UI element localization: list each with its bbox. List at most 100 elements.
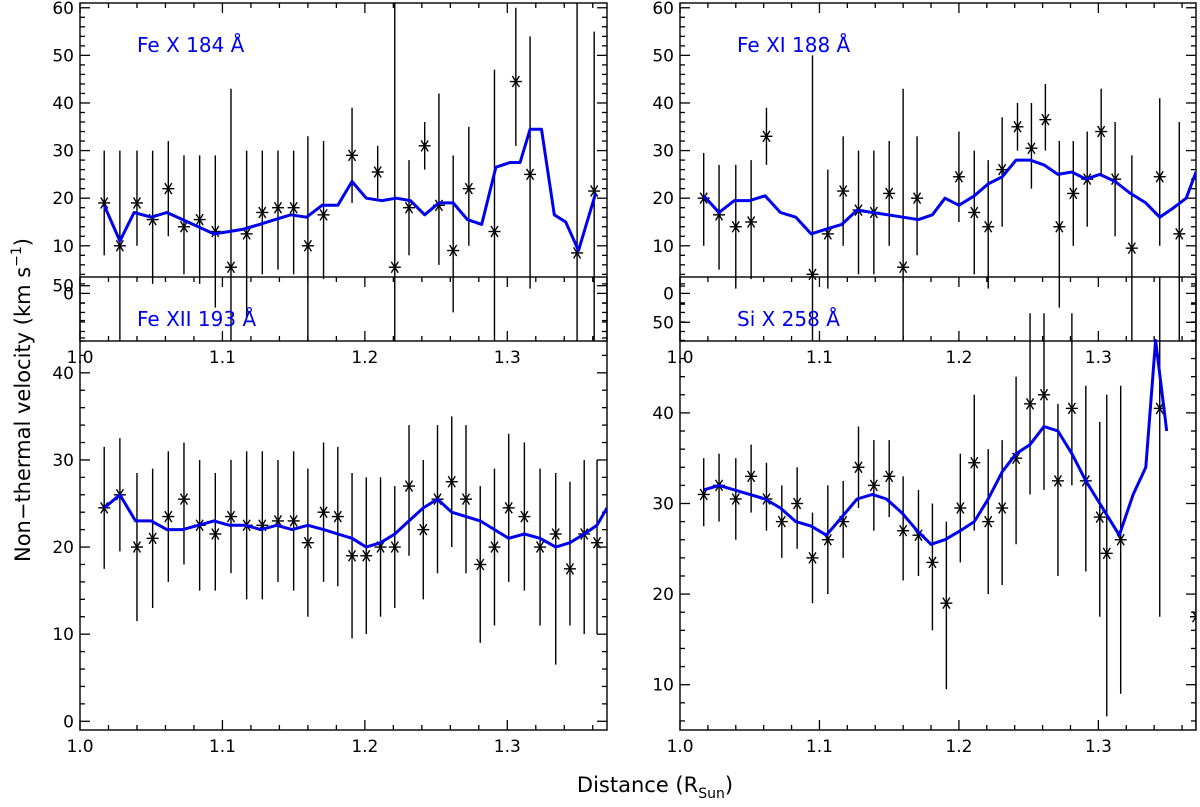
data-point-stroke [1095,511,1104,523]
data-point-stroke [793,497,802,510]
y-tick-label: 40 [52,364,74,384]
plot-frame [79,276,608,731]
series-line [703,338,1169,546]
data-point [996,502,1009,514]
data-point-stroke [319,208,328,221]
data-point-stroke [942,597,951,610]
y-tick-label: 20 [652,189,674,209]
data-point-stroke [476,558,485,571]
plot-frame [79,2,608,342]
data-point-stroke [535,541,545,553]
data-point [193,213,206,226]
data-point-stroke [511,75,520,88]
y-tick-label: 40 [52,94,74,114]
x-tick-label: 1.1 [806,348,833,368]
data-point-stroke [179,493,189,506]
data-point-stroke [420,139,429,152]
data-point-stroke [1102,547,1111,560]
y-tick-label: 30 [652,495,674,515]
data-point [301,536,314,549]
data-point-stroke [970,456,979,469]
data-point-stroke [164,510,173,523]
y-tick-label: 60 [52,0,74,19]
data-point-stroke [777,515,786,528]
data-point [1067,187,1080,200]
data-point [146,532,159,545]
data-point-stroke [464,182,473,195]
data-point [524,168,537,181]
data-point [177,493,190,506]
data-point-stroke [226,510,236,523]
data-point [177,220,190,233]
data-point [317,506,330,519]
data-point [130,197,143,209]
x-tick-label: 1.0 [666,737,693,757]
data-point-stroke [226,261,236,274]
data-point-stroke [808,551,817,564]
panel-title: Fe X 184 Å [137,33,245,57]
data-point [952,170,965,183]
data-point-stroke [590,185,599,197]
data-point [1065,402,1078,415]
data-point [224,510,237,523]
data-point-stroke [1025,397,1035,410]
data-point-stroke [319,506,328,519]
panel-fe-xii-193: 1.0 1.1 1.2 1.3 0 10 20 30 40 50 Fe XII 193 Å [52,276,608,757]
data-point [445,475,458,488]
panel-title: Si X 258 Å [737,307,840,331]
data-point-stroke [1053,474,1063,487]
data-point-stroke [211,225,220,238]
data-point [954,502,967,514]
data-point-stroke [461,493,471,506]
data-point-stroke [347,149,357,162]
data-point [331,510,344,523]
data-point [1037,388,1050,401]
data-point [591,536,604,549]
series-line [103,493,607,549]
data-point-stroke [242,228,251,240]
data-point-stroke [449,244,458,257]
data-point-stroke [747,216,756,228]
data-point-stroke [132,541,142,553]
panel-title: Fe XII 193 Å [137,307,256,331]
data-point-stroke [373,166,382,178]
y-tick-label: 30 [652,142,674,162]
data-point [911,192,924,205]
data-point [1125,242,1138,255]
y-tick-label: 10 [52,237,74,257]
data-point [360,549,373,562]
data-point-stroke [179,220,189,233]
data-point [729,493,742,505]
data-point-stroke [1027,142,1036,155]
data-point-stroke [1041,113,1050,126]
y-tick-label: 50 [52,277,74,297]
data-point [488,541,501,553]
data-point [417,523,430,536]
data-point [462,182,475,195]
data-point [867,479,880,492]
data-point-stroke [565,562,575,575]
data-point-stroke [100,197,109,209]
data-point [534,541,547,553]
data-point-stroke [1055,220,1064,233]
data-point [346,549,359,562]
x-tick-label: 1.3 [1085,737,1112,757]
data-point-stroke [1097,125,1106,138]
series-line [102,127,598,252]
data-point-stroke [115,239,124,252]
data-point [224,261,237,274]
data-layer [98,3,601,341]
data-point [301,239,314,252]
data-point-stroke [148,532,157,545]
data-point [403,201,416,214]
data-point-stroke [1155,170,1164,183]
data-point-stroke [928,556,937,569]
y-axis-label: Non−thermal velocity (km s−1) [9,238,35,562]
x-tick-label: 1.3 [1085,348,1112,368]
y-tick-label: 50 [652,46,674,66]
data-point-stroke [1111,173,1120,186]
data-point [883,187,896,200]
data-point [447,244,460,257]
